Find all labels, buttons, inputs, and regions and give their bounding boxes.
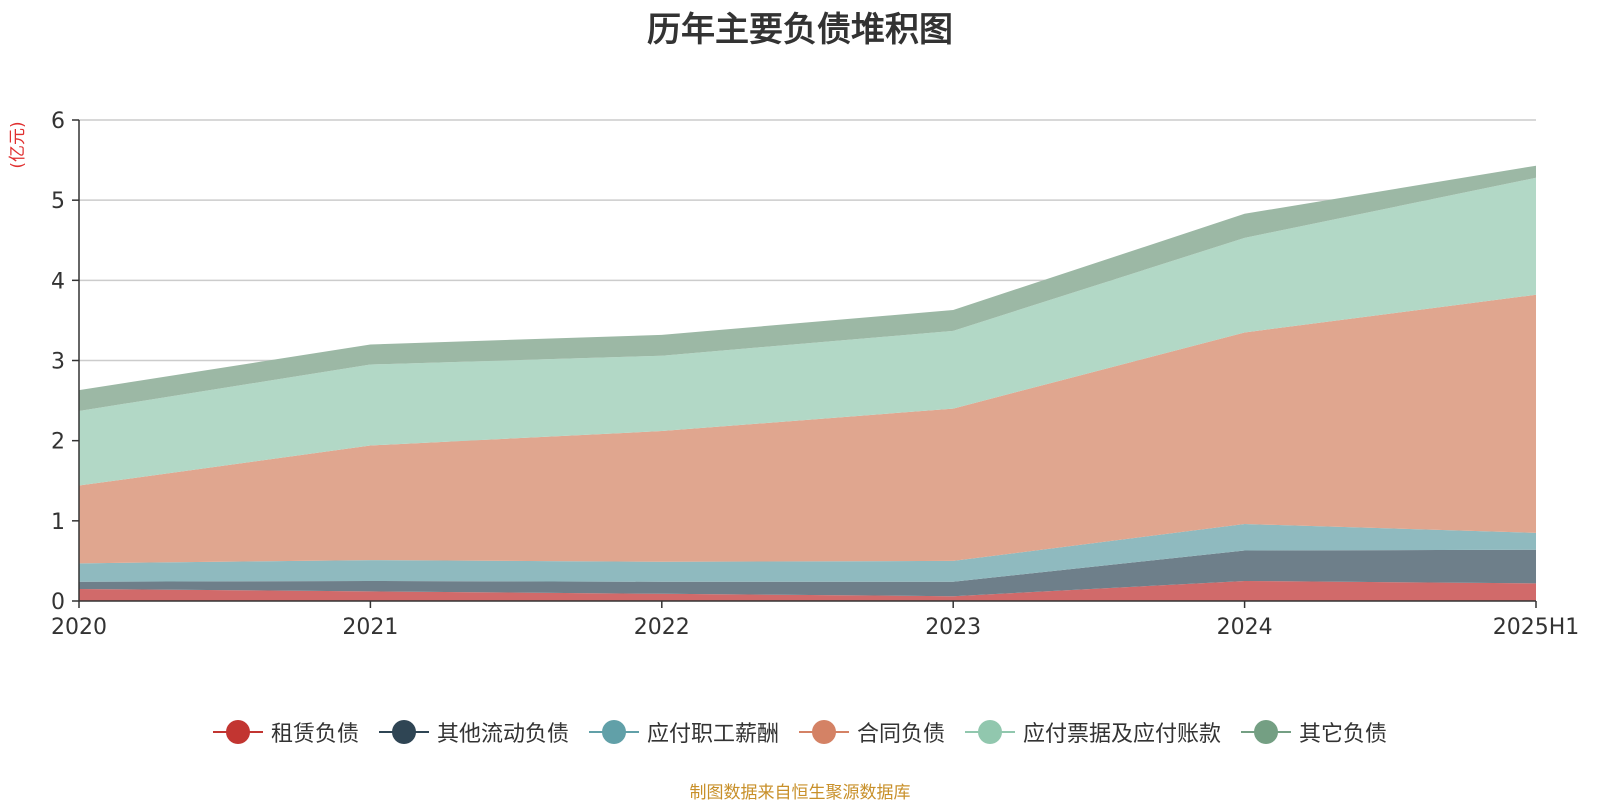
stacked-areas — [79, 165, 1536, 601]
legend: 租赁负债 其他流动负债 应付职工薪酬 合同负债 应付票据及应付账款 其它负债 — [0, 716, 1600, 748]
x-tick-label-5: 2025H1 — [1493, 615, 1580, 640]
legend-label: 合同负债 — [857, 722, 946, 747]
legend-item-1[interactable]: 其他流动负债 — [378, 716, 569, 748]
area-series-3 — [79, 294, 1536, 564]
legend-marker-icon — [799, 720, 849, 744]
legend-label: 租赁负债 — [270, 722, 359, 747]
legend-label: 其它负债 — [1299, 722, 1388, 747]
legend-marker-icon — [212, 720, 263, 744]
x-tick-label-0: 2020 — [51, 615, 107, 640]
source-note: 制图数据来自恒生聚源数据库 — [689, 783, 911, 803]
area-series-5 — [79, 165, 1536, 412]
y-tick-label-1: 1 — [51, 510, 65, 535]
legend-marker-icon — [378, 720, 429, 744]
legend-item-2[interactable]: 应付职工薪酬 — [588, 716, 779, 748]
legend-marker-icon — [965, 720, 1016, 744]
area-series-1 — [79, 549, 1536, 597]
legend-label: 其他流动负债 — [436, 722, 569, 747]
legend-label: 应付职工薪酬 — [646, 722, 779, 747]
y-axis-unit-label: (亿元) — [8, 121, 28, 168]
y-tick-label-0: 0 — [51, 590, 65, 615]
y-tick-label-3: 3 — [51, 350, 65, 375]
y-tick-label-2: 2 — [51, 430, 65, 455]
legend-item-4[interactable]: 应付票据及应付账款 — [965, 716, 1221, 748]
area-series-4 — [79, 177, 1536, 486]
x-tick-label-2: 2022 — [634, 615, 690, 640]
y-tick-label-4: 4 — [51, 269, 65, 294]
x-tick-label-3: 2023 — [925, 615, 981, 640]
area-series-0 — [79, 580, 1536, 601]
y-tick-label-6: 6 — [51, 109, 65, 134]
legend-marker-icon — [588, 720, 639, 744]
chart-title: 历年主要负债堆积图 — [647, 10, 953, 50]
legend-marker-icon — [1241, 720, 1292, 744]
y-tick-label-5: 5 — [51, 189, 65, 214]
legend-item-0[interactable]: 租赁负债 — [212, 716, 359, 748]
legend-label: 应付票据及应付账款 — [1023, 722, 1222, 747]
legend-item-3[interactable]: 合同负债 — [799, 716, 945, 748]
axes: 0 1 2 3 4 5 6 2020 2021 2022 2023 2024 2025H1 — [51, 109, 1579, 640]
x-tick-label-1: 2021 — [342, 615, 398, 640]
legend-item-5[interactable]: 其它负债 — [1241, 716, 1387, 748]
area-series-2 — [79, 524, 1536, 582]
x-tick-label-4: 2024 — [1217, 615, 1273, 640]
